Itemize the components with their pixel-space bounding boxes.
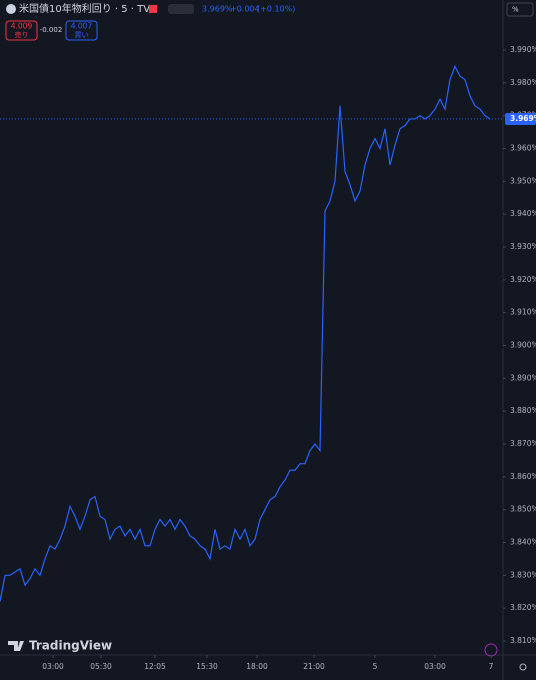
last-price-tag <box>505 112 536 125</box>
y-tick-label: 3.810% <box>510 636 536 645</box>
spread: -0.002 <box>40 26 63 34</box>
sell-button[interactable] <box>5 20 38 41</box>
y-tick-label: 3.840% <box>510 538 536 547</box>
x-tick-label: 05:30 <box>90 662 112 671</box>
y-tick-label: 3.980% <box>510 78 536 87</box>
x-tick-label: 7 <box>489 662 494 671</box>
price-line <box>0 64 491 602</box>
sell-price: 4.009 <box>11 22 33 31</box>
flag-marker <box>149 5 157 13</box>
flag-icon <box>6 4 16 14</box>
y-tick-label: 3.900% <box>510 341 536 350</box>
y-tick-label: 3.940% <box>510 209 536 218</box>
y-tick-label: 3.920% <box>510 275 536 284</box>
sell-label: 売り <box>15 30 29 39</box>
y-tick-label: 3.830% <box>510 570 536 579</box>
y-tick-label: 3.960% <box>510 144 536 153</box>
y-tick-label: 3.930% <box>510 242 536 251</box>
y-tick-label: 3.910% <box>510 308 536 317</box>
alert-icon[interactable] <box>484 643 498 657</box>
price-change: +0.004 <box>230 5 260 14</box>
x-tick-label: 12:05 <box>144 662 166 671</box>
settings-icon[interactable] <box>519 663 527 671</box>
x-tick-label: 03:00 <box>42 662 64 671</box>
buy-button[interactable] <box>65 20 98 41</box>
x-tick-label: 21:00 <box>303 662 325 671</box>
buy-label: 買い <box>75 31 89 39</box>
x-tick-label: 18:00 <box>246 662 268 671</box>
last-price-label: 3.969% <box>510 114 536 123</box>
y-tick-label: 3.870% <box>510 439 536 448</box>
x-tick-label: 5 <box>373 662 378 671</box>
brand: TradingView <box>29 639 112 653</box>
x-tick-label: 03:00 <box>424 662 446 671</box>
toggle[interactable] <box>168 4 194 14</box>
buy-price: 4.007 <box>71 22 93 31</box>
brand-logo <box>8 641 24 651</box>
scale-button[interactable] <box>506 2 534 17</box>
price-change-pct: (+0.10%) <box>257 5 295 14</box>
symbol-title: 米国債10年物利回り · 5 · TVC <box>19 2 157 15</box>
y-tick-label: 3.860% <box>510 472 536 481</box>
y-tick-label: 3.950% <box>510 176 536 185</box>
y-tick-label: 3.820% <box>510 603 536 612</box>
x-tick-label: 15:30 <box>196 662 218 671</box>
last-price: 3.969% <box>202 5 233 14</box>
scale-label: % <box>512 6 519 14</box>
y-tick-label: 3.990% <box>510 45 536 54</box>
y-tick-label: 3.850% <box>510 505 536 514</box>
y-tick-label: 3.890% <box>510 373 536 382</box>
y-tick-label: 3.880% <box>510 406 536 415</box>
